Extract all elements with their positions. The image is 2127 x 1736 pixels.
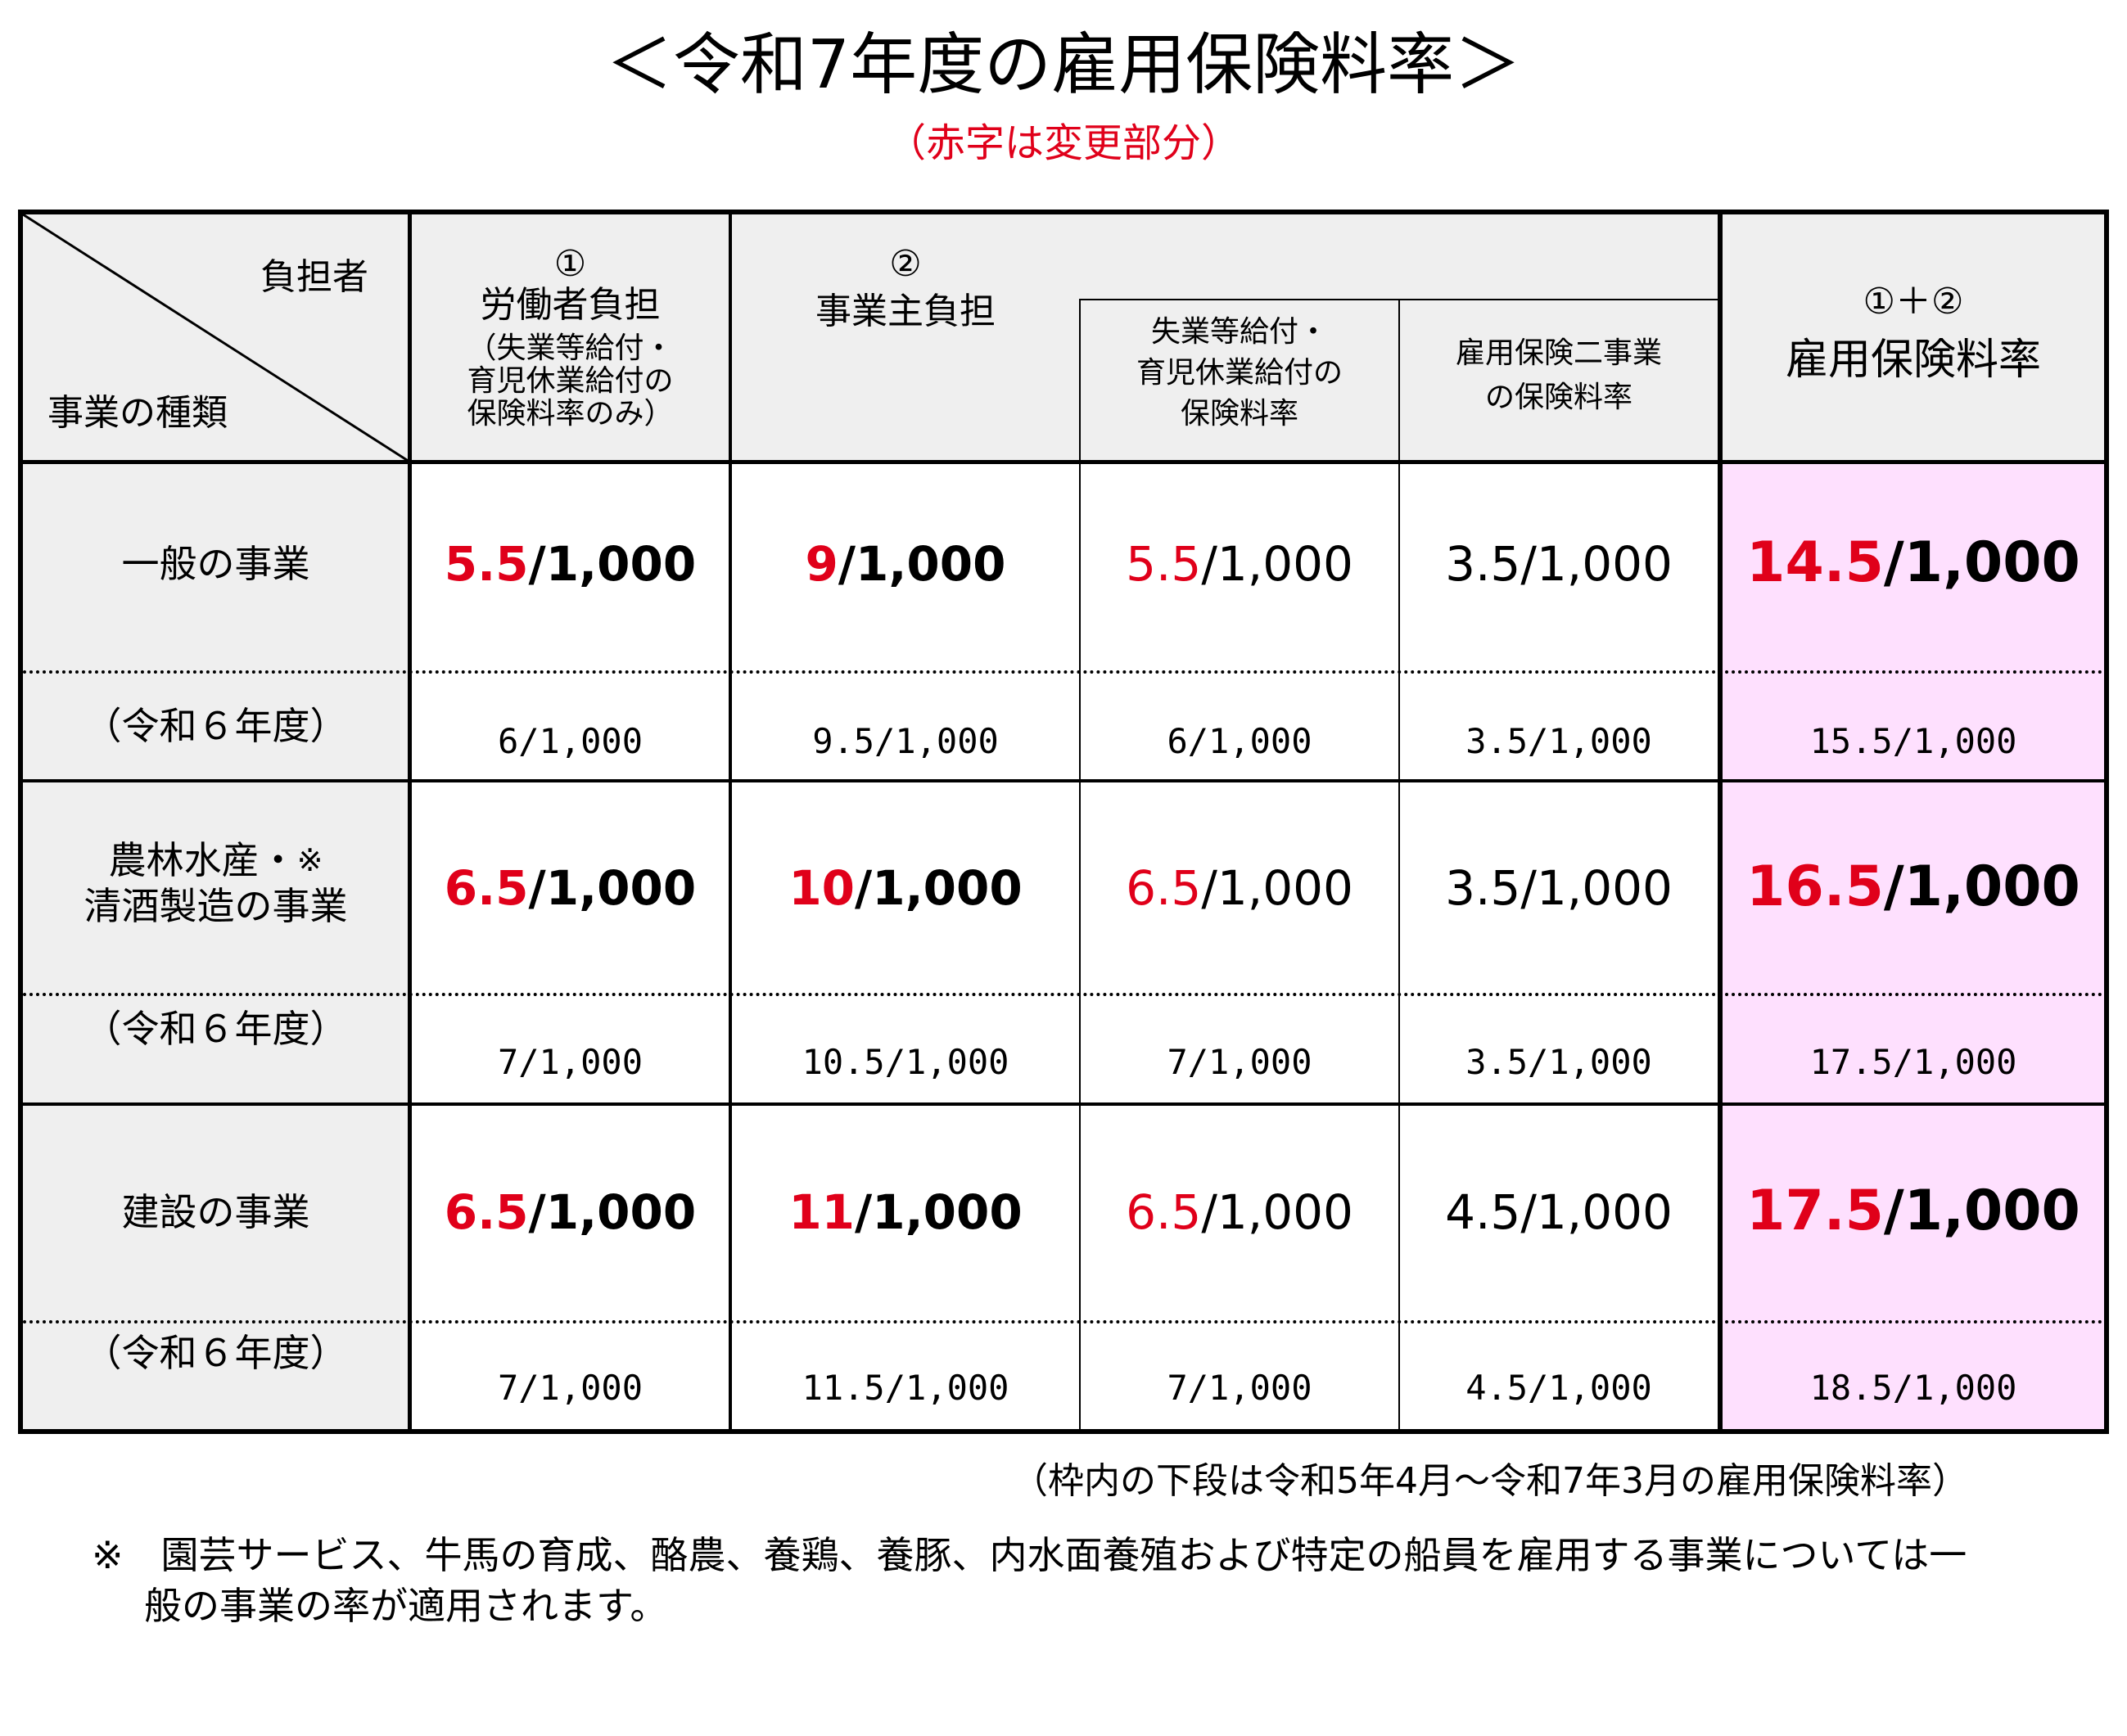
rate-employer: 11/1,000	[788, 1184, 1023, 1240]
rate-employer-unemployment: 6.5/1,000	[1126, 860, 1353, 916]
category-agriculture-line2: 清酒製造の事業	[84, 884, 348, 928]
prev-rate-employer: 9.5/1,000	[812, 721, 999, 761]
divider	[408, 214, 412, 1429]
col1-title: 労働者負担	[480, 284, 661, 326]
rate-total: 14.5/1,000	[1746, 530, 2080, 595]
col2a-title-2: 育児休業給付の	[1136, 356, 1343, 390]
asterisk-mark: ※	[296, 842, 323, 878]
dotted-divider	[23, 670, 2104, 674]
dotted-divider	[23, 993, 2104, 996]
rate-worker: 5.5/1,000	[444, 536, 697, 592]
prev-rate-employer-unemployment: 7/1,000	[1167, 1368, 1312, 1408]
prev-rate-worker: 6/1,000	[497, 721, 643, 761]
prev-rate-employer-two-programs: 4.5/1,000	[1465, 1368, 1652, 1408]
diagonal-line	[23, 214, 409, 462]
col3-number: ①＋②	[1863, 281, 1964, 322]
category-column-background	[23, 464, 409, 1429]
prev-rate-employer: 11.5/1,000	[802, 1368, 1009, 1408]
col1-note-3: 保険料率のみ）	[467, 397, 674, 431]
prev-rate-total: 17.5/1,000	[1809, 1042, 2017, 1082]
prev-rate-employer-two-programs: 3.5/1,000	[1465, 721, 1652, 761]
divider	[1398, 300, 1400, 1429]
category-general: 一般の事業	[121, 542, 310, 586]
col2b-title-2: の保険料率	[1484, 381, 1633, 414]
asterisk-note-line2: 般の事業の率が適用されます。	[144, 1584, 668, 1628]
category-agriculture-line1: 農林水産・※	[108, 838, 323, 882]
burden-label: 負担者	[260, 256, 368, 298]
rate-employer: 9/1,000	[805, 536, 1006, 592]
col2a-title-1: 失業等給付・	[1150, 315, 1328, 349]
col1-note-1: （失業等給付・	[467, 331, 674, 365]
col2b-title-1: 雇用保険二事業	[1455, 336, 1662, 370]
page-title: ＜令和7年度の雇用保険料率＞	[605, 26, 1522, 104]
prev-rate-employer-unemployment: 6/1,000	[1167, 721, 1312, 761]
prev-rate-employer-two-programs: 3.5/1,000	[1465, 1042, 1652, 1082]
category-construction: 建設の事業	[121, 1190, 310, 1234]
page-subtitle: （赤字は変更部分）	[886, 120, 1240, 166]
prev-rate-worker: 7/1,000	[497, 1368, 643, 1408]
prev-rate-total: 15.5/1,000	[1809, 721, 2017, 761]
rate-employer-two-programs: 3.5/1,000	[1445, 860, 1673, 916]
col2a-title-3: 保険料率	[1180, 397, 1298, 431]
rate-worker: 6.5/1,000	[444, 1184, 697, 1240]
col3-title: 雇用保険料率	[1785, 336, 2041, 385]
rate-total: 16.5/1,000	[1746, 854, 2080, 919]
previous-year-label: （令和６年度）	[84, 704, 348, 748]
header-background	[23, 214, 2104, 464]
rate-total: 17.5/1,000	[1746, 1179, 2080, 1243]
total-column-background	[1723, 464, 2104, 1429]
col1-note-2: 育児休業給付の	[467, 364, 674, 398]
period-note: （枠内の下段は令和5年4月～令和7年3月の雇用保険料率）	[1012, 1460, 1968, 1502]
col2-title: 事業主負担	[815, 291, 996, 332]
rate-table: 負担者 事業の種類 ① 労働者負担 （失業等給付・ 育児休業給付の 保険料率のみ…	[18, 210, 2109, 1434]
category-label: 事業の種類	[47, 392, 228, 434]
rate-employer-unemployment: 6.5/1,000	[1126, 1184, 1353, 1240]
divider	[729, 214, 732, 1429]
prev-rate-total: 18.5/1,000	[1809, 1368, 2017, 1408]
divider	[23, 1102, 2104, 1106]
prev-rate-worker: 7/1,000	[497, 1042, 643, 1082]
asterisk-note-line1: ※ 園芸サービス、牛馬の育成、酪農、養鶏、養豚、内水面養殖および特定の船員を雇用…	[92, 1533, 1967, 1577]
prev-rate-employer-unemployment: 7/1,000	[1167, 1042, 1312, 1082]
divider	[1079, 299, 1718, 300]
rate-employer-two-programs: 3.5/1,000	[1445, 536, 1673, 592]
divider	[1718, 214, 1723, 1429]
previous-year-label: （令和６年度）	[84, 1331, 348, 1375]
previous-year-label: （令和６年度）	[84, 1007, 348, 1051]
prev-rate-employer: 10.5/1,000	[802, 1042, 1009, 1082]
dotted-divider	[23, 1320, 2104, 1323]
divider	[23, 460, 2104, 464]
divider	[23, 779, 2104, 782]
rate-employer-unemployment: 5.5/1,000	[1126, 536, 1353, 592]
rate-employer: 10/1,000	[788, 860, 1023, 916]
rate-worker: 6.5/1,000	[444, 860, 697, 916]
divider	[1079, 300, 1081, 1429]
rate-employer-two-programs: 4.5/1,000	[1445, 1184, 1673, 1240]
col1-number: ①	[553, 243, 587, 285]
col2-number: ②	[889, 243, 922, 285]
